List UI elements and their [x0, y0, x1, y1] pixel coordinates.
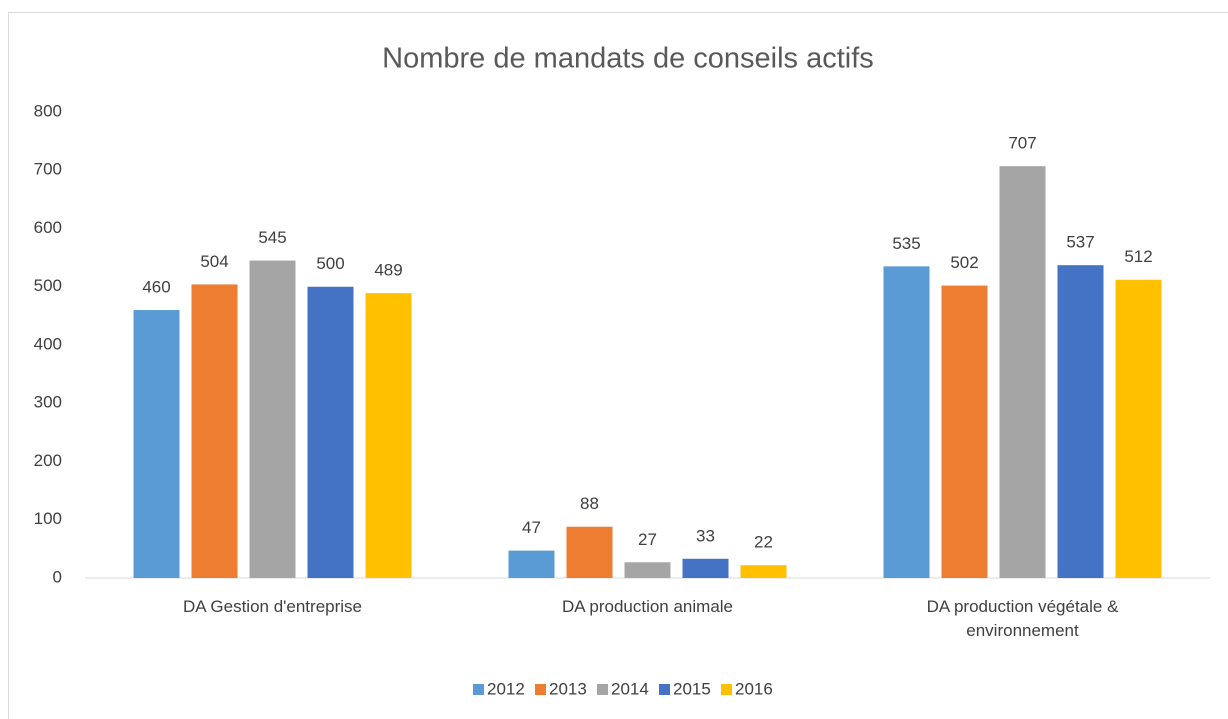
data-label: 502 — [950, 253, 978, 272]
bar — [566, 526, 613, 578]
y-tick-label: 300 — [34, 393, 62, 412]
bar — [133, 310, 180, 578]
data-label: 33 — [696, 526, 715, 545]
bar — [1115, 279, 1162, 578]
legend-label: 2012 — [487, 679, 525, 698]
bar — [999, 166, 1046, 579]
data-label: 545 — [258, 228, 286, 247]
bar — [365, 293, 412, 578]
bar — [740, 565, 787, 578]
y-tick-label: 500 — [34, 276, 62, 295]
legend-swatch — [535, 684, 546, 695]
data-label: 535 — [892, 234, 920, 253]
data-label: 489 — [374, 261, 402, 280]
y-tick-label: 800 — [34, 101, 62, 120]
data-label: 537 — [1066, 233, 1094, 252]
data-label: 88 — [580, 494, 599, 513]
data-label: 22 — [754, 533, 773, 552]
legend-label: 2013 — [549, 679, 587, 698]
data-label: 460 — [142, 278, 170, 297]
bar — [682, 558, 729, 578]
chart-title: Nombre de mandats de conseils actifs — [382, 43, 874, 75]
legend-label: 2016 — [735, 679, 773, 698]
data-label: 707 — [1008, 134, 1036, 153]
legend-label: 2014 — [611, 679, 649, 698]
y-tick-label: 100 — [34, 509, 62, 528]
data-label: 512 — [1124, 247, 1152, 266]
y-tick-label: 400 — [34, 334, 62, 353]
bar — [191, 284, 238, 578]
bar — [1057, 265, 1104, 578]
bar — [624, 562, 671, 578]
bar — [883, 266, 930, 578]
legend-swatch — [659, 684, 670, 695]
data-label: 27 — [638, 530, 657, 549]
legend-label: 2015 — [673, 679, 711, 698]
legend-swatch — [721, 684, 732, 695]
bar — [941, 285, 988, 578]
bar — [249, 260, 296, 578]
y-tick-label: 600 — [34, 218, 62, 237]
x-tick-label: DA production animale — [561, 597, 734, 616]
x-tick-label: DA Gestion d'entreprise — [182, 597, 362, 616]
data-label: 47 — [522, 518, 541, 537]
x-tick-label: DA production végétale & environnement — [926, 597, 1119, 640]
legend-swatch — [473, 684, 484, 695]
bar — [307, 286, 354, 578]
data-label: 500 — [316, 254, 344, 273]
chart-border — [8, 12, 1228, 719]
bar — [508, 550, 555, 578]
data-label: 504 — [200, 252, 228, 271]
y-tick-label: 0 — [53, 567, 62, 586]
legend-swatch — [597, 684, 608, 695]
y-tick-label: 700 — [34, 160, 62, 179]
y-tick-label: 200 — [34, 451, 62, 470]
